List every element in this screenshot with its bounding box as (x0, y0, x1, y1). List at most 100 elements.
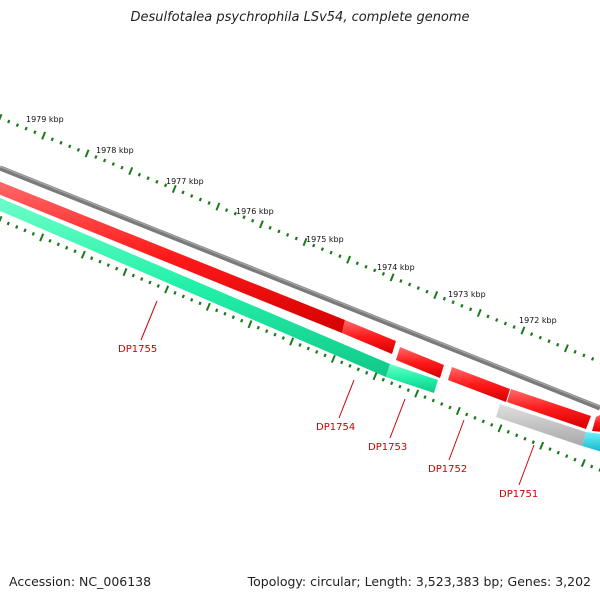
outer-major-tick (563, 344, 569, 353)
outer-major-tick (84, 149, 90, 158)
outer-major-tick (302, 237, 308, 247)
inner-minor-tick (431, 398, 435, 403)
gene-DP1754[interactable] (386, 364, 438, 393)
outer-minor-tick (407, 282, 412, 287)
inner-major-tick (497, 424, 503, 433)
inner-minor-tick (390, 381, 394, 386)
inner-minor-tick (473, 415, 477, 420)
inner-minor-tick (190, 297, 194, 302)
outer-minor-tick (582, 353, 586, 358)
inner-minor-tick (65, 245, 69, 250)
gene-label-DP1754[interactable]: DP1754 (316, 422, 355, 433)
inner-minor-tick (31, 231, 35, 236)
accession-value: NC_006138 (79, 574, 152, 589)
inner-minor-tick (15, 225, 19, 229)
outer-minor-tick (59, 140, 63, 145)
gene-label-DP1753[interactable]: DP1753 (368, 442, 407, 453)
outer-minor-tick (198, 197, 203, 202)
inner-major-tick (539, 441, 545, 450)
outer-major-tick (41, 131, 47, 140)
inner-minor-tick (90, 256, 94, 261)
leader-DP1754 (338, 379, 355, 419)
outer-minor-tick (312, 243, 316, 248)
gene-label-DP1751[interactable]: DP1751 (499, 489, 538, 500)
inner-minor-tick (340, 360, 344, 365)
inner-minor-tick (140, 277, 144, 281)
gene-forward-4[interactable] (448, 367, 510, 402)
tick-label-1973: 1973 kbp (448, 290, 486, 299)
outer-minor-tick (137, 172, 142, 177)
outer-minor-tick (285, 232, 290, 237)
gene-DP1755-forward[interactable] (0, 181, 345, 333)
inner-minor-tick (73, 249, 77, 254)
outer-major-tick (346, 255, 352, 264)
outer-minor-tick (529, 332, 534, 337)
inner-minor-tick (148, 280, 152, 285)
outer-minor-tick (242, 215, 246, 220)
outer-minor-tick (355, 261, 359, 266)
outer-minor-tick (181, 190, 185, 195)
inner-minor-tick (465, 412, 469, 417)
outer-major-tick (0, 113, 3, 121)
inner-minor-tick (98, 259, 102, 264)
outer-minor-tick (503, 321, 508, 326)
tick-label-1974: 1974 kbp (377, 263, 415, 272)
outer-minor-tick (277, 229, 281, 234)
gene-forward-2[interactable] (342, 320, 396, 354)
gene-forward-3[interactable] (396, 347, 444, 378)
outer-minor-tick (15, 123, 20, 128)
outer-minor-tick (7, 119, 11, 124)
tick-label-1975: 1975 kbp (306, 235, 344, 244)
inner-major-tick (0, 215, 3, 223)
inner-minor-tick (281, 336, 285, 340)
inner-minor-tick (156, 284, 160, 288)
outer-major-tick (476, 308, 482, 317)
inner-minor-tick (565, 454, 569, 459)
inner-minor-tick (406, 388, 410, 393)
inner-minor-tick (356, 367, 360, 372)
outer-minor-tick (416, 286, 420, 290)
inner-minor-tick (256, 325, 260, 330)
inner-minor-tick (231, 315, 235, 320)
outer-minor-tick (111, 162, 115, 166)
outer-minor-tick (329, 250, 333, 255)
gene-forward-6[interactable] (592, 414, 600, 432)
inner-minor-tick (440, 402, 444, 406)
outer-minor-tick (399, 279, 403, 283)
topology-info: Topology: circular; Length: 3,523,383 bp… (247, 574, 591, 589)
inner-tick-track (0, 215, 600, 472)
accession-label: Accession: (9, 574, 76, 589)
inner-major-tick (330, 354, 336, 363)
gene-label-DP1755[interactable]: DP1755 (118, 344, 157, 355)
inner-minor-tick (298, 343, 302, 347)
inner-minor-tick (315, 350, 319, 354)
gene-DP1755-reverse[interactable] (0, 197, 390, 377)
genome-title: Desulfotalea psychrophila LSv54, complet… (130, 10, 470, 25)
leader-DP1751 (518, 444, 535, 486)
leader-DP1755 (140, 300, 158, 341)
gene-forward-5[interactable] (507, 389, 591, 429)
inner-minor-tick (523, 436, 527, 441)
inner-major-tick (580, 459, 586, 468)
tick-label-1978: 1978 kbp (96, 146, 134, 155)
inner-minor-tick (365, 370, 369, 375)
outer-minor-tick (146, 176, 150, 181)
inner-major-tick (205, 302, 211, 311)
outer-minor-tick (94, 155, 98, 159)
tick-label-1972: 1972 kbp (519, 316, 557, 325)
inner-minor-tick (506, 429, 510, 434)
gene-DP1751[interactable] (496, 404, 586, 446)
outer-minor-tick (224, 208, 229, 213)
inner-minor-tick (556, 450, 560, 455)
forward-genes (0, 181, 600, 432)
outer-major-tick (389, 273, 395, 282)
inner-minor-tick (306, 346, 310, 351)
inner-major-tick (247, 320, 253, 329)
outer-minor-tick (76, 147, 81, 152)
outer-minor-tick (294, 236, 298, 241)
inner-minor-tick (223, 311, 227, 316)
gene-label-DP1752[interactable]: DP1752 (428, 464, 467, 475)
outer-minor-tick (590, 356, 595, 361)
outer-major-tick (171, 184, 177, 193)
gene-reverse-cyan[interactable] (582, 432, 600, 452)
